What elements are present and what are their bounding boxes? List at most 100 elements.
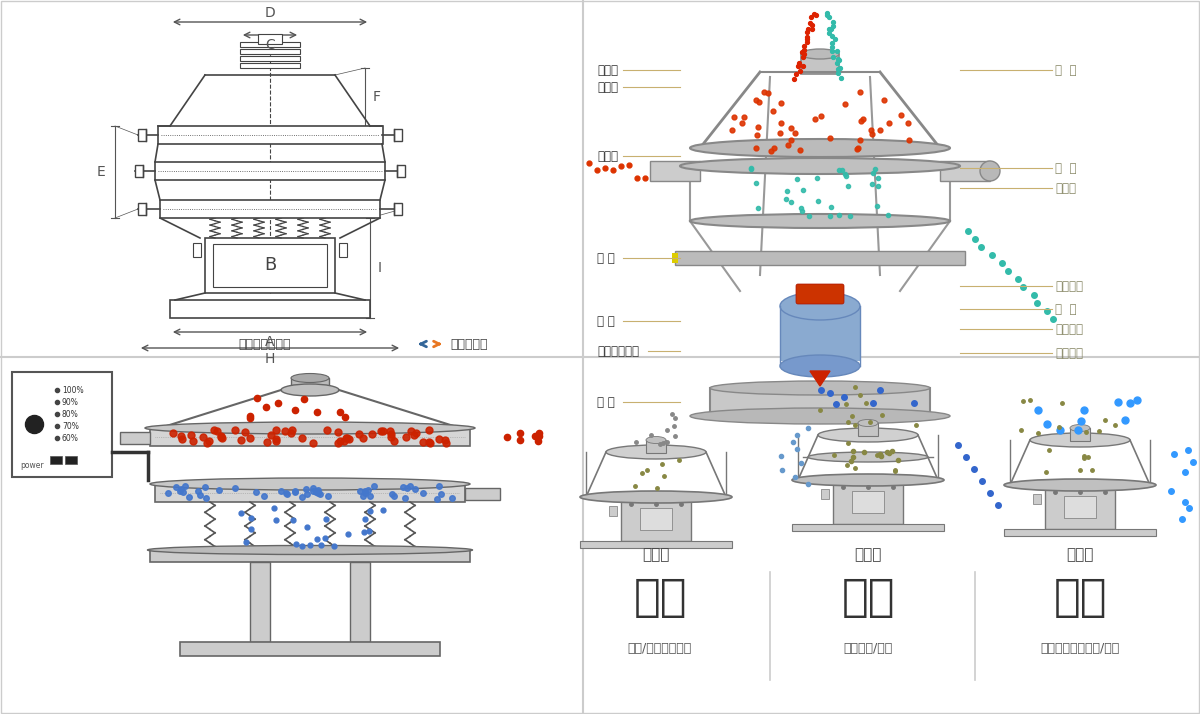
Ellipse shape: [980, 161, 1000, 181]
Ellipse shape: [808, 452, 928, 462]
Bar: [622, 501, 691, 541]
Text: A: A: [265, 335, 275, 349]
Bar: [240, 56, 300, 61]
Ellipse shape: [606, 445, 706, 459]
Text: H: H: [265, 352, 275, 366]
Text: B: B: [264, 256, 276, 274]
Bar: [120, 432, 150, 444]
Bar: [205, 238, 335, 293]
Bar: [674, 251, 965, 265]
Bar: [397, 165, 406, 177]
Bar: [852, 491, 884, 513]
Text: 结构示意图: 结构示意图: [450, 338, 487, 351]
Bar: [466, 488, 500, 500]
Bar: [780, 306, 860, 361]
Text: 过滤: 过滤: [841, 576, 895, 620]
Ellipse shape: [145, 422, 475, 434]
Ellipse shape: [690, 408, 950, 424]
FancyBboxPatch shape: [170, 300, 370, 318]
Text: 颗粒/粉末准确分级: 颗粒/粉末准确分级: [628, 641, 692, 655]
Bar: [858, 423, 878, 436]
Ellipse shape: [148, 545, 473, 555]
Text: I: I: [378, 261, 382, 275]
Ellipse shape: [792, 474, 944, 486]
Ellipse shape: [646, 436, 666, 443]
Bar: [155, 484, 466, 502]
Bar: [650, 161, 700, 181]
Text: 60%: 60%: [62, 433, 79, 443]
Text: 去除液体中的颗粒/异物: 去除液体中的颗粒/异物: [1040, 641, 1120, 655]
Bar: [50, 456, 62, 464]
Bar: [193, 243, 202, 257]
Bar: [802, 54, 839, 74]
Bar: [1064, 496, 1096, 518]
Text: 70%: 70%: [62, 421, 79, 431]
Text: 双层式: 双层式: [1067, 548, 1093, 563]
Ellipse shape: [690, 214, 950, 228]
Text: 单层式: 单层式: [642, 548, 670, 563]
Bar: [1004, 529, 1156, 536]
Ellipse shape: [1030, 433, 1130, 447]
Text: 除杂: 除杂: [1054, 576, 1106, 620]
Bar: [394, 203, 402, 215]
Text: 筛  盘: 筛 盘: [1055, 303, 1076, 316]
Text: 80%: 80%: [62, 410, 79, 418]
Bar: [710, 388, 930, 416]
Text: 下部重锤: 下部重锤: [1055, 346, 1084, 360]
Text: C: C: [265, 38, 275, 52]
Bar: [158, 126, 383, 144]
Text: 进料口: 进料口: [598, 64, 618, 76]
Bar: [292, 378, 329, 392]
Bar: [833, 484, 904, 524]
Text: 分级: 分级: [634, 576, 686, 620]
Text: 弹 簧: 弹 簧: [598, 314, 614, 328]
Text: 出料口: 出料口: [598, 149, 618, 163]
Polygon shape: [810, 371, 830, 386]
Bar: [240, 42, 300, 47]
Bar: [134, 165, 143, 177]
Bar: [180, 642, 440, 656]
Bar: [240, 49, 300, 54]
Bar: [150, 550, 470, 562]
Ellipse shape: [858, 420, 878, 426]
Ellipse shape: [710, 381, 930, 395]
Bar: [214, 244, 326, 287]
Bar: [792, 524, 944, 531]
Bar: [350, 562, 370, 642]
Ellipse shape: [1004, 479, 1156, 491]
Ellipse shape: [580, 491, 732, 503]
Bar: [646, 440, 666, 453]
Bar: [65, 456, 77, 464]
Ellipse shape: [802, 49, 839, 59]
Bar: [12, 372, 112, 477]
Text: 上部重锤: 上部重锤: [1055, 279, 1084, 293]
Text: 运输固定螺栓: 运输固定螺栓: [598, 344, 640, 358]
Ellipse shape: [818, 428, 918, 442]
Text: 加重块: 加重块: [1055, 181, 1076, 194]
Bar: [138, 129, 146, 141]
Bar: [340, 243, 347, 257]
Bar: [240, 63, 300, 68]
Ellipse shape: [680, 158, 960, 174]
Bar: [155, 162, 385, 180]
Bar: [580, 541, 732, 548]
Text: 网  架: 网 架: [1055, 161, 1076, 174]
Ellipse shape: [1070, 425, 1090, 431]
Bar: [1045, 489, 1115, 529]
Text: 振动电机: 振动电机: [1055, 323, 1084, 336]
Text: 机 座: 机 座: [598, 396, 614, 408]
Text: D: D: [265, 6, 275, 20]
Bar: [672, 253, 678, 263]
Bar: [940, 161, 990, 181]
Ellipse shape: [690, 139, 950, 157]
Text: 筛  网: 筛 网: [1055, 64, 1076, 76]
Bar: [138, 203, 146, 215]
Text: F: F: [373, 90, 382, 104]
Text: 外形尺寸示意图: 外形尺寸示意图: [239, 338, 292, 351]
FancyBboxPatch shape: [796, 284, 844, 304]
Text: 防尘盖: 防尘盖: [598, 81, 618, 94]
Bar: [1033, 494, 1042, 504]
Text: 90%: 90%: [62, 398, 79, 406]
Ellipse shape: [780, 292, 860, 320]
Text: power: power: [20, 461, 44, 470]
